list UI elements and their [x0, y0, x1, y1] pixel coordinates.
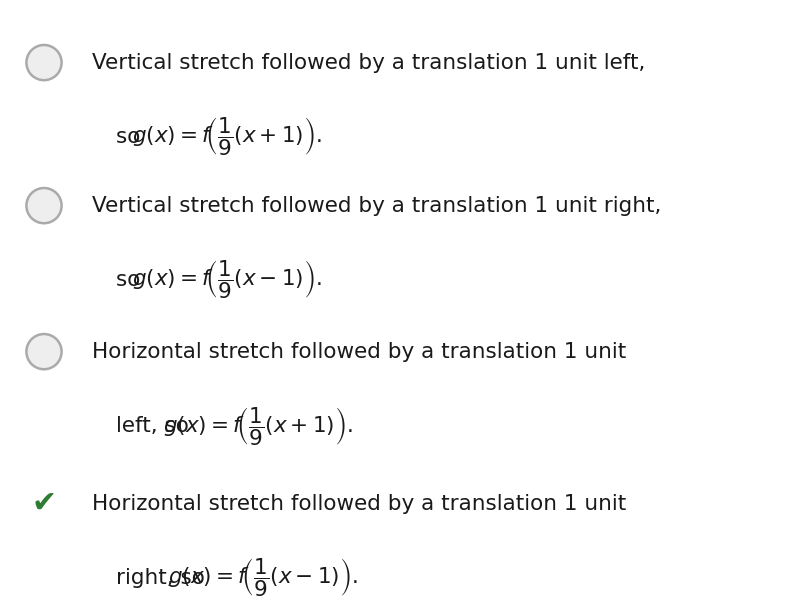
Text: Vertical stretch followed by a translation 1 unit right,: Vertical stretch followed by a translati…: [92, 195, 662, 216]
Text: Vertical stretch followed by a translation 1 unit left,: Vertical stretch followed by a translati…: [92, 52, 646, 73]
Text: left, so: left, so: [116, 416, 196, 436]
Text: ✔: ✔: [31, 489, 57, 518]
Text: right, so: right, so: [116, 568, 212, 588]
Text: $g(x) = f\!\left(\dfrac{1}{9}(x-1)\right).$: $g(x) = f\!\left(\dfrac{1}{9}(x-1)\right…: [131, 259, 322, 302]
Ellipse shape: [26, 45, 62, 80]
Text: Horizontal stretch followed by a translation 1 unit: Horizontal stretch followed by a transla…: [92, 342, 626, 362]
Text: $g(x) = f\!\left(\dfrac{1}{9}(x+1)\right).$: $g(x) = f\!\left(\dfrac{1}{9}(x+1)\right…: [131, 116, 322, 159]
Text: so: so: [116, 127, 147, 147]
Ellipse shape: [26, 334, 62, 370]
Text: $g(x) = f\!\left(\dfrac{1}{9}(x-1)\right).$: $g(x) = f\!\left(\dfrac{1}{9}(x-1)\right…: [168, 557, 358, 596]
Ellipse shape: [26, 188, 62, 224]
Text: so: so: [116, 270, 147, 290]
Text: Horizontal stretch followed by a translation 1 unit: Horizontal stretch followed by a transla…: [92, 493, 626, 514]
Text: $g(x) = f\!\left(\dfrac{1}{9}(x+1)\right).$: $g(x) = f\!\left(\dfrac{1}{9}(x+1)\right…: [163, 405, 353, 448]
